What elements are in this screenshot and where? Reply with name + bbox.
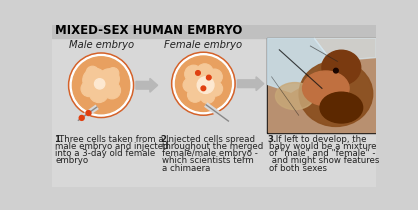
Text: of "male" and "female" -: of "male" and "female" - xyxy=(269,149,376,158)
Text: female/male embryo -: female/male embryo - xyxy=(162,149,258,158)
Circle shape xyxy=(89,84,108,103)
Circle shape xyxy=(197,77,214,93)
Circle shape xyxy=(183,78,197,92)
Ellipse shape xyxy=(275,83,314,110)
Circle shape xyxy=(81,81,97,97)
Bar xyxy=(52,25,376,38)
Circle shape xyxy=(334,68,338,73)
Circle shape xyxy=(200,89,215,103)
Circle shape xyxy=(99,69,120,89)
Circle shape xyxy=(107,68,119,79)
Text: Male embryo: Male embryo xyxy=(69,40,134,50)
Text: of both sexes: of both sexes xyxy=(269,164,327,173)
Circle shape xyxy=(201,86,206,91)
Circle shape xyxy=(86,66,99,79)
Text: Three cells taken from a: Three cells taken from a xyxy=(59,135,164,144)
Text: a chimaera: a chimaera xyxy=(162,164,211,173)
Circle shape xyxy=(176,56,231,112)
Bar xyxy=(268,38,376,132)
Text: 3.: 3. xyxy=(268,135,277,144)
Circle shape xyxy=(79,116,84,120)
Circle shape xyxy=(172,52,235,115)
Polygon shape xyxy=(268,38,326,92)
Circle shape xyxy=(185,65,203,83)
Text: If left to develop, the: If left to develop, the xyxy=(273,135,367,144)
Circle shape xyxy=(72,57,130,114)
Text: Female embryo: Female embryo xyxy=(164,40,242,50)
Polygon shape xyxy=(314,38,376,61)
Text: 1.: 1. xyxy=(54,135,63,144)
Text: throughout the merged: throughout the merged xyxy=(162,142,264,151)
Circle shape xyxy=(103,82,120,99)
Circle shape xyxy=(196,71,200,75)
Text: into a 3-day old female: into a 3-day old female xyxy=(55,149,155,158)
Circle shape xyxy=(69,53,134,118)
FancyArrow shape xyxy=(237,77,264,91)
Bar xyxy=(267,38,377,133)
Circle shape xyxy=(206,75,211,80)
Text: embryo: embryo xyxy=(55,156,89,165)
Text: male embryo and injected: male embryo and injected xyxy=(55,142,169,151)
Text: 2.: 2. xyxy=(161,135,170,144)
Ellipse shape xyxy=(320,92,363,123)
Ellipse shape xyxy=(322,50,361,85)
Text: and might show features: and might show features xyxy=(269,156,380,165)
Circle shape xyxy=(70,54,132,116)
FancyArrow shape xyxy=(136,78,158,92)
Circle shape xyxy=(86,111,91,116)
Circle shape xyxy=(94,79,105,89)
Circle shape xyxy=(208,81,223,96)
Text: Injected cells spread: Injected cells spread xyxy=(166,135,255,144)
Circle shape xyxy=(196,64,213,80)
Text: which scientists term: which scientists term xyxy=(162,156,254,165)
Text: MIXED-SEX HUMAN EMBRYO: MIXED-SEX HUMAN EMBRYO xyxy=(55,24,242,37)
Ellipse shape xyxy=(303,71,349,106)
Circle shape xyxy=(187,87,203,102)
Text: baby would be a mixture: baby would be a mixture xyxy=(269,142,377,151)
Ellipse shape xyxy=(299,61,373,126)
Circle shape xyxy=(207,69,222,85)
Circle shape xyxy=(192,79,204,90)
Circle shape xyxy=(83,68,107,92)
Circle shape xyxy=(173,54,234,114)
Circle shape xyxy=(97,80,111,94)
